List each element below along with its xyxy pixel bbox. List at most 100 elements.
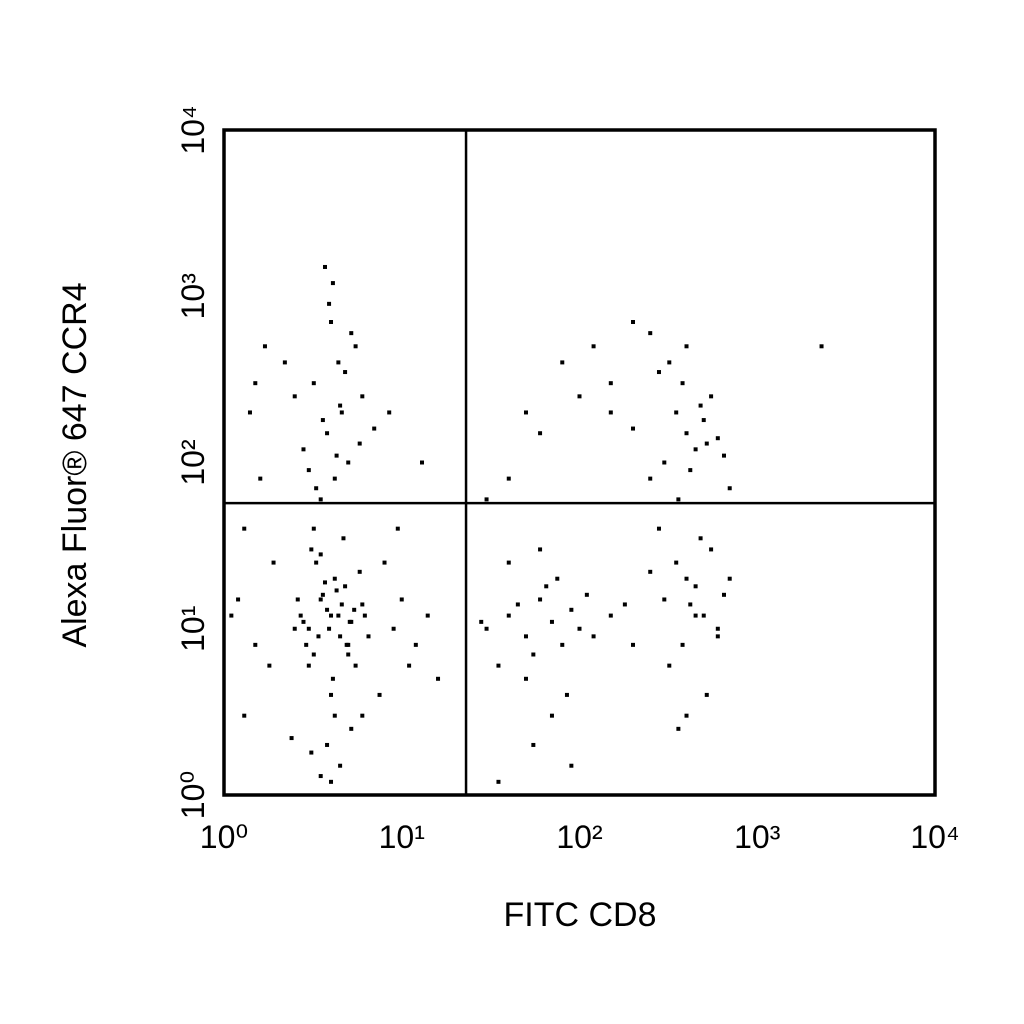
data-point	[338, 634, 343, 639]
data-point	[306, 468, 311, 473]
x-tick-label: 10³	[734, 819, 781, 855]
data-point	[327, 626, 332, 631]
data-point	[721, 592, 726, 597]
data-point	[258, 476, 263, 481]
data-point	[271, 560, 276, 565]
data-point	[339, 602, 344, 607]
data-point	[631, 320, 636, 325]
data-point	[289, 736, 294, 741]
data-point	[631, 642, 636, 647]
data-point	[267, 663, 272, 668]
x-tick-label: 10⁴	[910, 819, 959, 855]
data-point	[523, 676, 528, 681]
data-point	[693, 613, 698, 618]
data-point	[229, 613, 234, 618]
data-point	[309, 750, 314, 755]
data-point	[484, 497, 489, 502]
y-tick-label: 10³	[175, 273, 211, 320]
data-point	[360, 394, 365, 399]
y-tick-label: 10⁴	[175, 105, 211, 154]
y-tick-label: 10²	[175, 439, 211, 486]
data-point	[564, 692, 569, 697]
data-point	[360, 713, 365, 718]
data-point	[549, 619, 554, 624]
data-point	[667, 360, 672, 365]
data-point	[531, 742, 536, 747]
data-point	[372, 426, 377, 431]
data-point	[676, 497, 681, 502]
data-point	[496, 663, 501, 668]
data-point	[329, 692, 334, 697]
data-point	[329, 613, 334, 618]
data-point	[715, 626, 720, 631]
data-point	[318, 774, 323, 779]
data-point	[591, 634, 596, 639]
data-point	[306, 626, 311, 631]
y-tick-label: 10⁰	[175, 771, 211, 819]
data-point	[680, 642, 685, 647]
data-point	[819, 344, 824, 349]
data-point	[523, 634, 528, 639]
data-point	[301, 447, 306, 452]
data-point	[693, 447, 698, 452]
data-point	[334, 588, 339, 593]
data-point	[247, 410, 252, 415]
data-point	[684, 713, 689, 718]
data-point	[676, 726, 681, 731]
data-point	[662, 460, 667, 465]
data-point	[662, 597, 667, 602]
data-point	[684, 431, 689, 436]
data-point	[346, 460, 351, 465]
data-point	[346, 652, 351, 657]
data-point	[325, 607, 330, 612]
data-point	[339, 410, 344, 415]
data-point	[253, 642, 258, 647]
data-point	[515, 602, 520, 607]
data-point	[701, 418, 706, 423]
data-point	[727, 576, 732, 581]
data-point	[309, 547, 314, 552]
data-point	[382, 560, 387, 565]
data-point	[357, 441, 362, 446]
data-point	[318, 497, 323, 502]
data-point	[684, 576, 689, 581]
data-point	[591, 344, 596, 349]
data-point	[347, 619, 352, 624]
data-point	[709, 394, 714, 399]
data-point	[336, 360, 341, 365]
x-axis-title: FITC CD8	[504, 896, 657, 934]
data-point	[656, 526, 661, 531]
data-point	[338, 403, 343, 408]
data-point	[343, 370, 348, 375]
data-point	[479, 619, 484, 624]
data-point	[341, 536, 346, 541]
x-tick-label: 10²	[556, 819, 603, 855]
data-point	[704, 692, 709, 697]
data-point	[608, 381, 613, 386]
data-point	[387, 410, 392, 415]
data-point	[316, 634, 321, 639]
data-point	[311, 381, 316, 386]
data-point	[721, 453, 726, 458]
data-point	[357, 569, 362, 574]
data-point	[320, 592, 325, 597]
data-point	[325, 431, 330, 436]
data-point	[332, 713, 337, 718]
data-point	[366, 634, 371, 639]
data-point	[318, 552, 323, 557]
data-point	[538, 597, 543, 602]
data-point	[344, 642, 349, 647]
x-tick-label: 10⁰	[200, 819, 248, 855]
data-point	[391, 626, 396, 631]
data-point	[253, 381, 258, 386]
data-point	[420, 460, 425, 465]
data-point	[538, 547, 543, 552]
data-point	[301, 619, 306, 624]
data-point	[327, 301, 332, 306]
data-point	[353, 663, 358, 668]
data-point	[569, 607, 574, 612]
data-point	[549, 713, 554, 718]
data-point	[523, 410, 528, 415]
data-point	[709, 547, 714, 552]
